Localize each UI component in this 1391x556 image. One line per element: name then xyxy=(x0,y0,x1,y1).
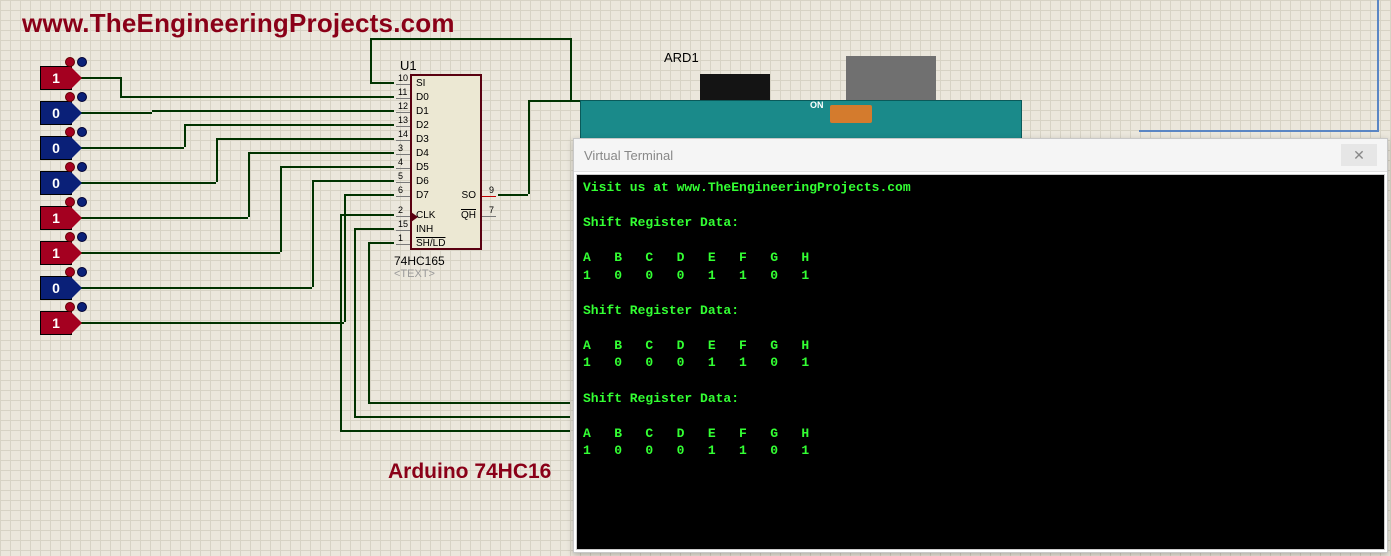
logic-state-3[interactable]: 0 xyxy=(40,171,72,195)
ic-ref: U1 xyxy=(400,58,417,73)
virtual-terminal-window: Virtual Terminal ✕ Visit us at www.TheEn… xyxy=(573,138,1388,553)
pin-num-D2: 13 xyxy=(398,115,408,125)
ic-placeholder: <TEXT> xyxy=(394,268,435,280)
logic-state-2[interactable]: 0 xyxy=(40,136,72,160)
bottom-label: Arduino 74HC16 xyxy=(388,460,551,484)
pin-num-D0: 11 xyxy=(398,87,407,97)
virtual-terminal-title: Virtual Terminal xyxy=(584,148,673,163)
pin-name-D4: D4 xyxy=(416,148,429,159)
pin-name-D7: D7 xyxy=(416,190,429,201)
pin-num-D6: 5 xyxy=(398,171,403,181)
logic-state-0[interactable]: 1 xyxy=(40,66,72,90)
arduino-on-label: ON xyxy=(810,100,824,110)
pin-num-D7: 6 xyxy=(398,185,403,195)
pin-num-CLK: 2 xyxy=(398,205,403,215)
pin-name-D5: D5 xyxy=(416,162,429,173)
watermark-text: www.TheEngineeringProjects.com xyxy=(22,8,455,39)
pin-name-D2: D2 xyxy=(416,120,429,131)
pin-num-SO: 9 xyxy=(489,185,494,195)
logic-state-4[interactable]: 1 xyxy=(40,206,72,230)
pin-num-D5: 4 xyxy=(398,157,403,167)
pin-name-CLK: CLK xyxy=(416,210,435,221)
pin-num-SH-LD: 1 xyxy=(398,233,403,243)
guideline-h xyxy=(1139,130,1379,132)
pin-name-D1: D1 xyxy=(416,106,429,117)
logic-state-6[interactable]: 0 xyxy=(40,276,72,300)
pin-name-D6: D6 xyxy=(416,176,429,187)
close-button[interactable]: ✕ xyxy=(1341,144,1377,166)
ic-74hc165: 10SI11D012D113D214D33D44D55D66D72CLK15IN… xyxy=(410,74,482,250)
virtual-terminal-body[interactable]: Visit us at www.TheEngineeringProjects.c… xyxy=(576,174,1385,550)
pin-num-D4: 3 xyxy=(398,143,403,153)
logic-state-5[interactable]: 1 xyxy=(40,241,72,265)
pin-name-SH-LD: SH/LD xyxy=(416,238,445,249)
pin-num-SI: 10 xyxy=(398,73,408,83)
logic-state-1[interactable]: 0 xyxy=(40,101,72,125)
pin-num-INH: 15 xyxy=(398,219,408,229)
arduino-ref: ARD1 xyxy=(664,50,699,65)
pin-name-D3: D3 xyxy=(416,134,429,145)
pin-name-INH: INH xyxy=(416,224,433,235)
virtual-terminal-titlebar[interactable]: Virtual Terminal ✕ xyxy=(574,139,1387,172)
guideline xyxy=(1377,0,1379,130)
pin-num-D3: 14 xyxy=(398,129,408,139)
pin-num-D1: 12 xyxy=(398,101,408,111)
pin-name-D0: D0 xyxy=(416,92,429,103)
pin-num-QH: 7 xyxy=(489,205,494,215)
close-icon: ✕ xyxy=(1353,147,1365,164)
arduino-chip xyxy=(830,105,872,123)
pin-name-SI: SI xyxy=(416,78,425,89)
pin-name-SO: SO xyxy=(462,190,476,201)
ic-part: 74HC165 xyxy=(394,254,445,268)
logic-state-7[interactable]: 1 xyxy=(40,311,72,335)
pin-name-QH: QH xyxy=(461,210,476,221)
arduino-board xyxy=(580,100,1022,142)
